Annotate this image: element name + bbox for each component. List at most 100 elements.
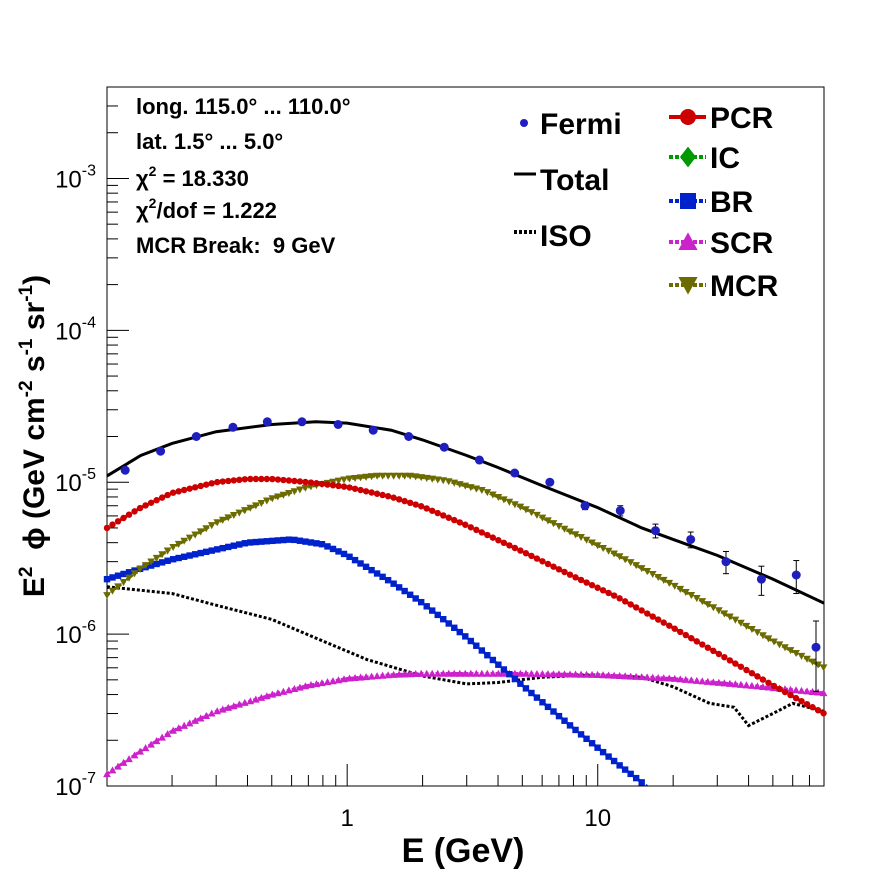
marker: [555, 712, 563, 720]
marker: [186, 485, 193, 492]
marker: [318, 540, 326, 548]
marker: [225, 477, 232, 485]
marker: [114, 762, 122, 770]
marker: [494, 669, 503, 677]
marker: [654, 673, 663, 681]
marker: [279, 687, 288, 695]
marker: [599, 748, 607, 756]
marker: [120, 570, 127, 578]
marker: [616, 762, 623, 769]
marker: [219, 478, 226, 485]
marker: [136, 504, 144, 512]
marker: [378, 671, 387, 679]
legend-label: ISO: [540, 220, 592, 253]
legend-item-mcr: MCR: [669, 270, 779, 303]
marker: [301, 682, 310, 690]
marker: [753, 682, 762, 690]
fermi-point: [156, 446, 166, 456]
legend-item-fermi: Fermi: [520, 108, 622, 141]
legend-swatch: [520, 119, 528, 127]
marker: [621, 672, 629, 680]
series-mcr: [103, 472, 828, 672]
marker: [632, 562, 641, 570]
marker: [698, 677, 707, 685]
marker: [483, 669, 492, 677]
marker: [693, 638, 700, 645]
marker: [362, 563, 370, 571]
marker: [659, 576, 668, 584]
marker: [715, 650, 723, 658]
marker: [169, 543, 177, 552]
marker: [615, 672, 624, 680]
marker: [616, 595, 623, 602]
info-chi2-dof: χ2/dof = 1.222: [136, 195, 277, 223]
marker: [643, 610, 651, 617]
marker: [549, 520, 558, 528]
marker: [307, 479, 315, 486]
fermi-point: [756, 565, 766, 596]
info-chi2: χ2 = 18.330: [136, 163, 249, 191]
marker: [605, 753, 612, 760]
marker: [676, 675, 685, 683]
marker: [500, 496, 508, 504]
series-line-total: [107, 420, 824, 605]
marker: [572, 726, 579, 734]
marker: [680, 146, 696, 168]
marker: [451, 624, 458, 631]
marker: [141, 744, 150, 752]
marker: [411, 669, 420, 678]
marker: [593, 670, 602, 678]
marker: [351, 485, 359, 492]
marker: [467, 524, 474, 531]
marker: [533, 669, 541, 677]
legend-item-scr: SCR: [669, 227, 774, 260]
marker: [671, 625, 678, 632]
marker: [670, 582, 679, 590]
marker: [444, 478, 453, 486]
marker: [466, 669, 475, 677]
marker: [389, 472, 398, 480]
y-axis-title-close: ): [18, 275, 51, 285]
series-line-iso: [107, 585, 824, 728]
marker: [433, 669, 442, 677]
marker: [130, 570, 139, 578]
marker: [819, 664, 828, 672]
marker: [417, 503, 425, 510]
marker: [748, 669, 756, 677]
marker: [455, 669, 464, 677]
fermi-point: [474, 455, 484, 465]
marker: [285, 489, 293, 498]
legend-label: BR: [710, 186, 754, 219]
marker: [792, 649, 800, 658]
marker: [770, 638, 778, 646]
marker: [406, 472, 415, 480]
marker: [296, 537, 304, 544]
marker: [604, 671, 613, 679]
marker: [246, 504, 255, 512]
marker: [538, 514, 547, 522]
marker: [450, 669, 459, 677]
marker: [765, 679, 772, 686]
marker: [214, 546, 221, 553]
marker: [191, 551, 199, 558]
y-axis-title-sup3: -1: [16, 338, 37, 355]
marker: [351, 556, 359, 564]
marker: [808, 658, 817, 666]
marker: [648, 673, 657, 681]
marker: [379, 491, 386, 499]
marker: [191, 531, 200, 539]
marker: [367, 672, 376, 680]
marker: [483, 489, 492, 497]
marker: [258, 475, 265, 483]
fermi-marker: [791, 570, 801, 580]
marker: [185, 534, 194, 542]
marker: [406, 591, 414, 598]
marker: [312, 680, 321, 688]
legend-item-iso: ISO: [514, 220, 592, 253]
marker: [158, 559, 166, 566]
marker: [362, 488, 370, 495]
marker: [461, 669, 470, 677]
marker: [269, 537, 276, 545]
fermi-marker: [404, 432, 414, 441]
marker: [340, 483, 348, 490]
